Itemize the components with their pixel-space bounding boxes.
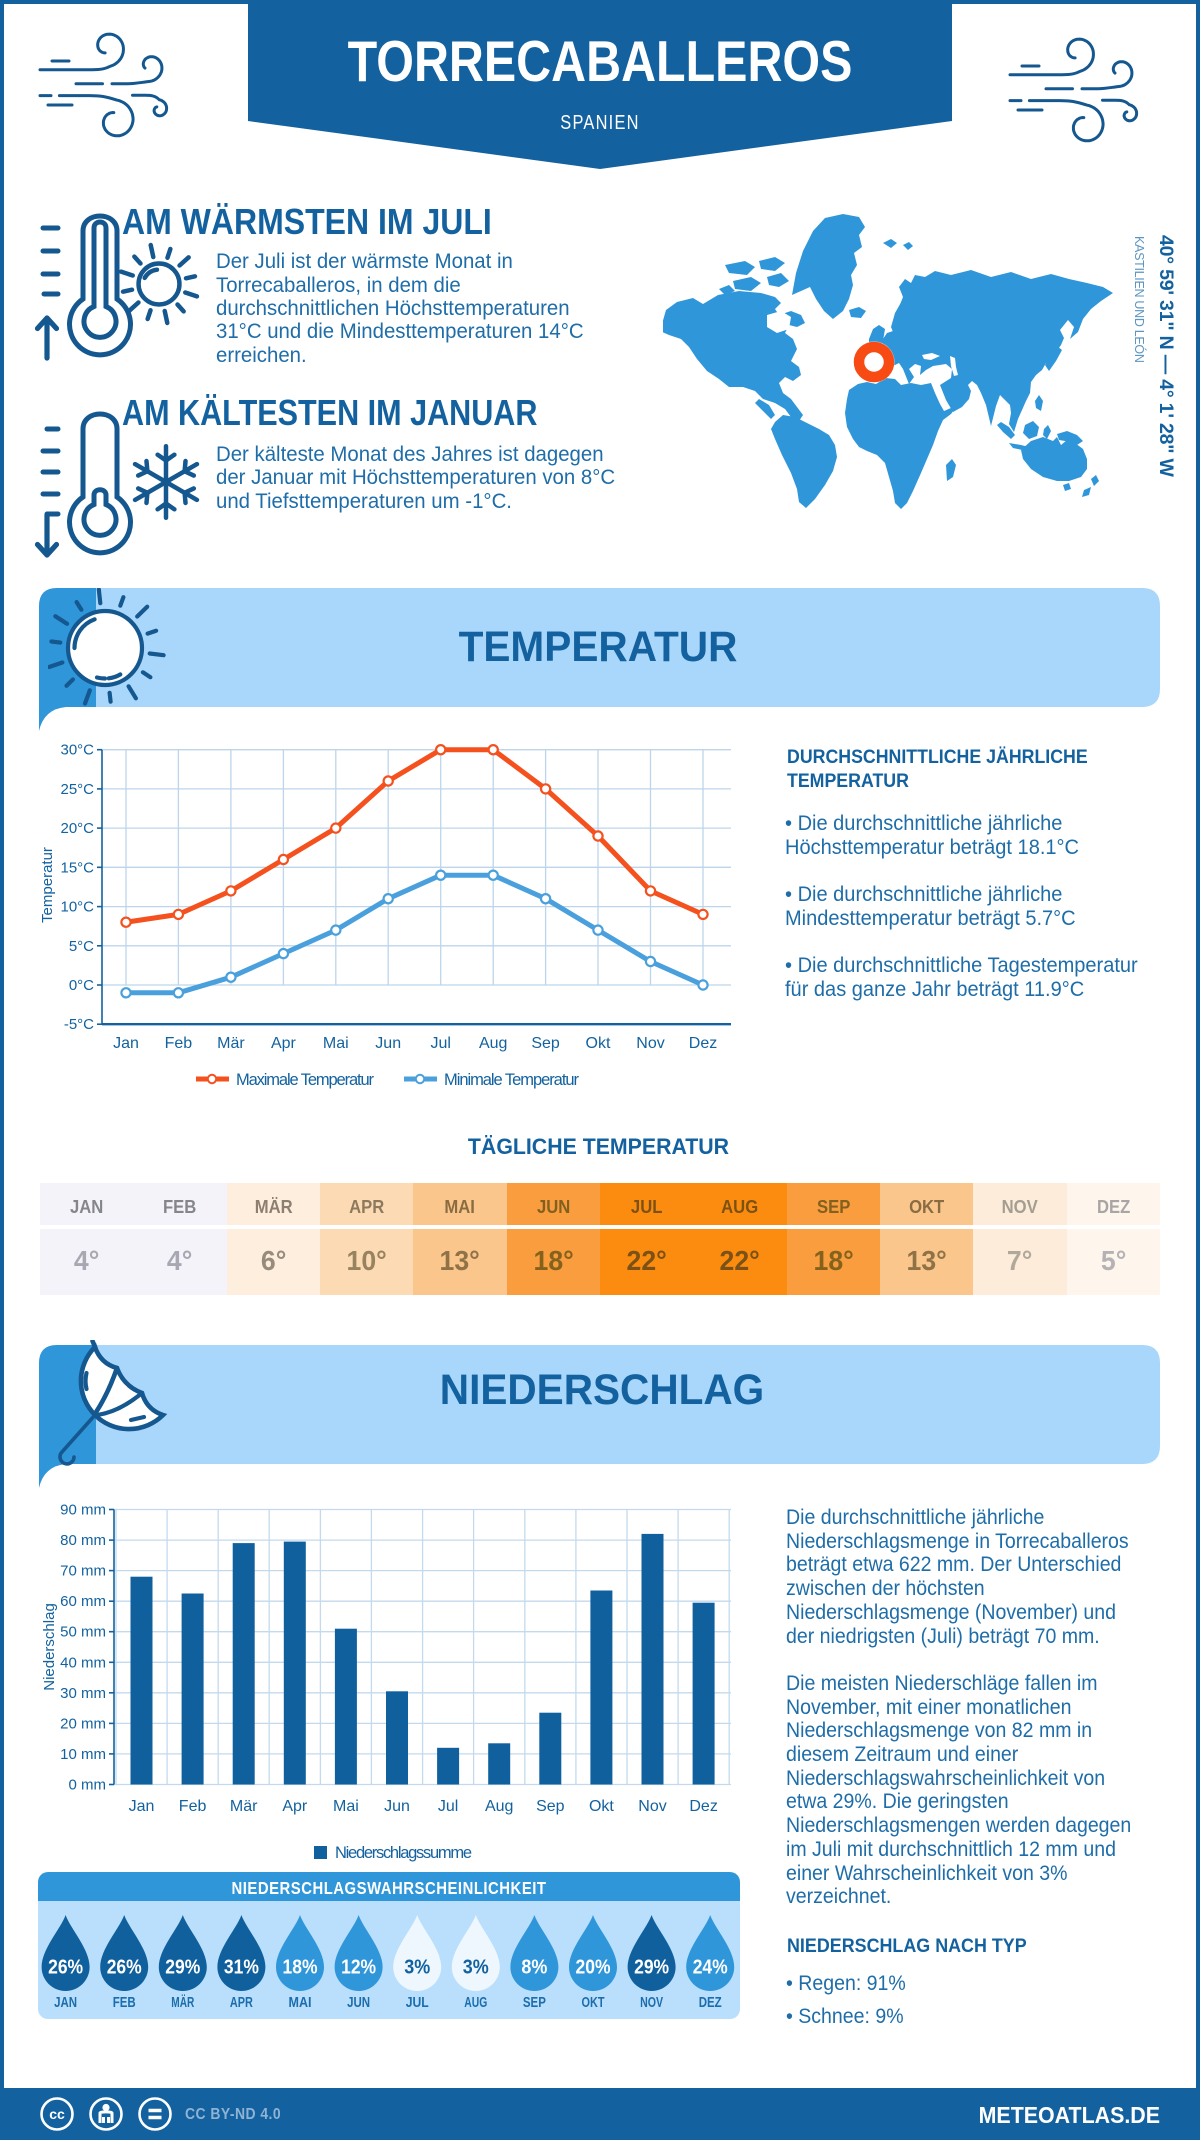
svg-text:APR: APR [230, 1995, 253, 2011]
svg-text:Apr: Apr [271, 1035, 297, 1052]
svg-text:Okt: Okt [586, 1035, 611, 1052]
svg-text:Mär: Mär [230, 1798, 258, 1815]
svg-text:20 mm: 20 mm [60, 1715, 106, 1732]
svg-text:Maximale Temperatur: Maximale Temperatur [236, 1071, 375, 1089]
svg-text:Mär: Mär [217, 1035, 245, 1052]
svg-text:Jan: Jan [113, 1035, 139, 1052]
svg-text:40 mm: 40 mm [60, 1654, 106, 1671]
svg-text:10 mm: 10 mm [60, 1746, 106, 1763]
svg-text:50 mm: 50 mm [60, 1624, 106, 1641]
svg-text:3%: 3% [463, 1956, 489, 1979]
svg-text:12%: 12% [341, 1956, 376, 1979]
svg-text:90 mm: 90 mm [60, 1502, 106, 1519]
svg-text:26%: 26% [107, 1956, 142, 1979]
svg-text:JAN: JAN [54, 1995, 77, 2011]
svg-text:MÄR: MÄR [171, 1994, 194, 2011]
svg-text:Dez: Dez [689, 1798, 717, 1815]
svg-text:80 mm: 80 mm [60, 1532, 106, 1549]
svg-text:OKT: OKT [582, 1995, 605, 2011]
svg-text:Dez: Dez [689, 1035, 717, 1052]
svg-text:MAI: MAI [289, 1995, 312, 2011]
svg-text:Jul: Jul [438, 1798, 458, 1815]
svg-text:Nov: Nov [636, 1035, 664, 1052]
svg-text:-5°C: -5°C [64, 1016, 94, 1033]
svg-text:18%: 18% [283, 1956, 318, 1979]
svg-text:Feb: Feb [165, 1035, 193, 1052]
svg-text:20%: 20% [576, 1956, 611, 1979]
svg-text:26%: 26% [48, 1956, 83, 1979]
svg-text:Temperatur: Temperatur [40, 847, 56, 923]
svg-text:10°C: 10°C [60, 899, 94, 916]
svg-text:24%: 24% [693, 1956, 728, 1979]
svg-text:Minimale Temperatur: Minimale Temperatur [444, 1071, 580, 1089]
svg-text:Jan: Jan [129, 1798, 155, 1815]
svg-text:Mai: Mai [333, 1798, 359, 1815]
svg-text:Apr: Apr [282, 1798, 308, 1815]
svg-text:AUG: AUG [464, 1995, 487, 2011]
svg-text:Jun: Jun [384, 1798, 410, 1815]
svg-text:70 mm: 70 mm [60, 1563, 106, 1580]
svg-text:Mai: Mai [323, 1035, 349, 1052]
svg-text:Okt: Okt [589, 1798, 614, 1815]
svg-text:JUN: JUN [347, 1995, 370, 2011]
svg-text:29%: 29% [165, 1956, 200, 1979]
svg-text:20°C: 20°C [60, 820, 94, 837]
svg-text:60 mm: 60 mm [60, 1593, 106, 1610]
svg-text:DEZ: DEZ [699, 1995, 722, 2011]
svg-text:8%: 8% [521, 1956, 547, 1979]
svg-text:Aug: Aug [479, 1035, 507, 1052]
svg-text:Sep: Sep [536, 1798, 565, 1815]
svg-text:31%: 31% [224, 1956, 259, 1979]
svg-text:SEP: SEP [523, 1995, 546, 2011]
svg-text:Feb: Feb [179, 1798, 207, 1815]
svg-text:15°C: 15°C [60, 859, 94, 876]
svg-text:25°C: 25°C [60, 781, 94, 798]
svg-text:Niederschlag: Niederschlag [41, 1603, 58, 1691]
svg-text:NOV: NOV [640, 1995, 663, 2011]
svg-text:Nov: Nov [638, 1798, 666, 1815]
svg-text:30 mm: 30 mm [60, 1685, 106, 1702]
svg-text:Aug: Aug [485, 1798, 513, 1815]
svg-text:Sep: Sep [531, 1035, 560, 1052]
svg-text:3%: 3% [404, 1956, 430, 1979]
svg-text:FEB: FEB [113, 1995, 136, 2011]
svg-text:5°C: 5°C [69, 938, 94, 955]
svg-text:30°C: 30°C [60, 742, 94, 759]
svg-text:29%: 29% [634, 1956, 669, 1979]
svg-text:JUL: JUL [406, 1995, 429, 2011]
svg-text:Niederschlagssumme: Niederschlagssumme [335, 1844, 472, 1862]
svg-text:cc: cc [49, 2106, 65, 2122]
svg-text:Jun: Jun [375, 1035, 401, 1052]
svg-text:Jul: Jul [430, 1035, 450, 1052]
svg-text:0 mm: 0 mm [69, 1777, 107, 1794]
svg-text:0°C: 0°C [69, 977, 94, 994]
